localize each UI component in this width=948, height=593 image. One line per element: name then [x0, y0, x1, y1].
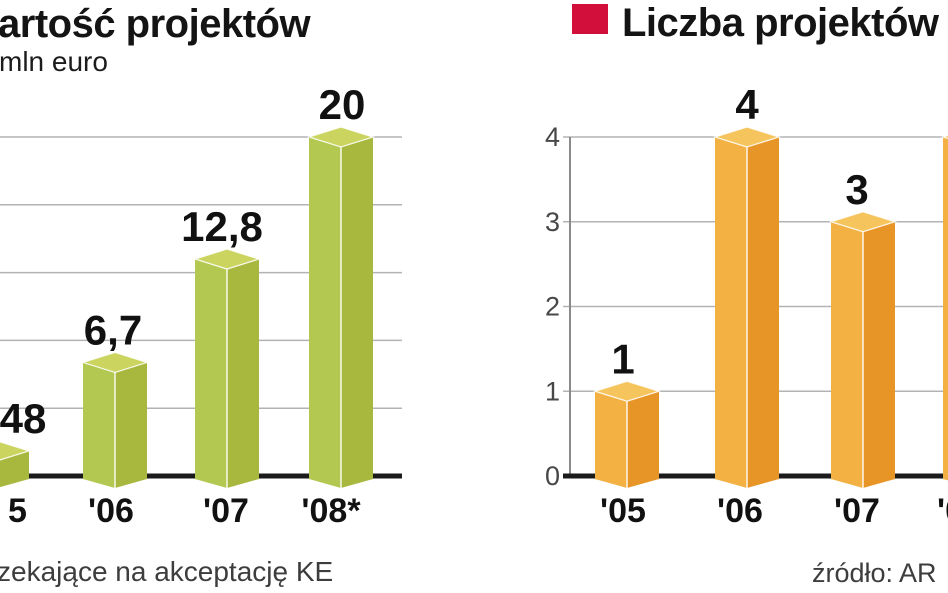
- source-credit: źródło: AR: [812, 558, 937, 588]
- right-chart-title: Liczba projektów: [622, 1, 939, 45]
- bar-value-label: 48: [0, 395, 46, 442]
- y-tick-label: 0: [545, 461, 560, 491]
- left-chart-title: artość projektów: [0, 2, 311, 46]
- footnote: zekające na akceptację KE: [0, 556, 334, 587]
- left-chart-subtitle: mln euro: [0, 46, 108, 77]
- bar-value-label: 12,8: [181, 203, 263, 250]
- bar-top-face: [940, 134, 948, 140]
- bar-left-face: [715, 137, 747, 488]
- bar-top-face: [0, 441, 32, 461]
- x-axis-label: '0: [937, 492, 948, 530]
- bar-right-face: [863, 221, 895, 488]
- bar-right-face: [747, 137, 779, 488]
- bar-value-label: 1: [611, 335, 634, 382]
- bar-right-face: [627, 391, 659, 488]
- bar-value-label: 4: [735, 81, 759, 128]
- x-axis-label: '06: [717, 492, 763, 530]
- x-axis-label: '06: [88, 492, 134, 530]
- bar-right-face: [0, 450, 29, 488]
- x-axis-label: '05: [600, 492, 646, 530]
- bar-value-label: 6,7: [84, 306, 142, 353]
- bar-right-face: [227, 259, 259, 488]
- bar-left-face: [309, 137, 341, 488]
- bar-left-face: [831, 221, 863, 488]
- y-tick-label: 2: [545, 292, 560, 322]
- x-axis-label: '07: [203, 492, 249, 530]
- bar-left-face: [195, 259, 227, 488]
- legend-swatch-icon: [572, 4, 608, 34]
- bar-right-face: [341, 137, 373, 488]
- x-axis-label: '08*: [301, 492, 361, 530]
- y-tick-label: 3: [545, 207, 560, 237]
- bar-left-face: [595, 391, 627, 488]
- x-axis-label: '07: [834, 492, 880, 530]
- x-axis-label: 5: [8, 492, 27, 530]
- bar-value-label: 20: [319, 81, 366, 128]
- y-tick-label: 1: [545, 376, 560, 406]
- bar-value-label: 3: [845, 166, 868, 213]
- bar-left-face: [83, 362, 115, 488]
- bar-left-face: [943, 137, 948, 481]
- y-tick-label: 4: [545, 122, 560, 152]
- bar-right-face: [115, 362, 147, 488]
